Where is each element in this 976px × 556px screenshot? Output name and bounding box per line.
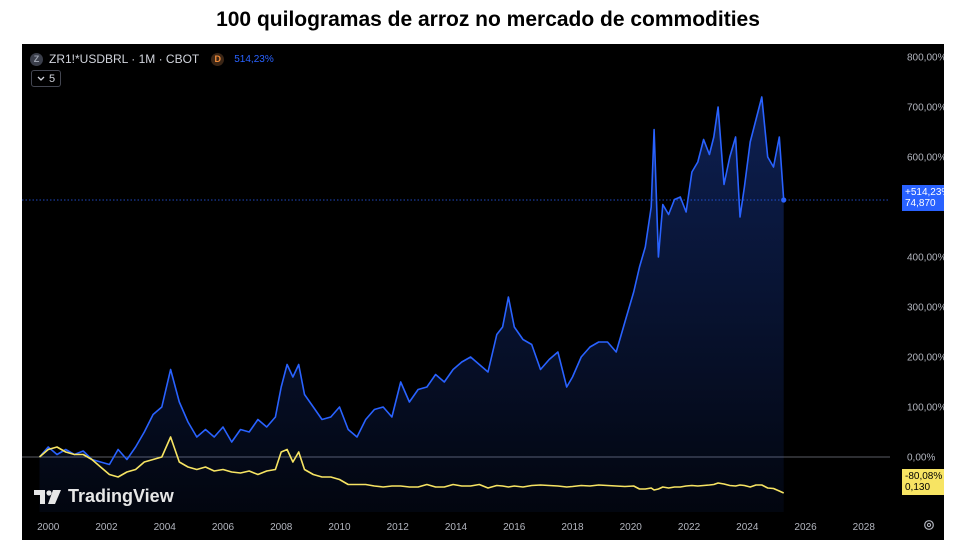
yellow-badge-pct: -80,08%: [905, 471, 943, 482]
x-tick-label: 2026: [794, 522, 817, 533]
blue-series-line[interactable]: [38, 96, 785, 466]
page-title: 100 quilogramas de arroz no mercado de c…: [216, 8, 760, 31]
x-tick-label: 2004: [154, 522, 177, 533]
tradingview-brand-label: TradingView: [68, 486, 174, 506]
x-tick-label: 2014: [445, 522, 468, 533]
blue-badge-pct: +514,23%: [905, 187, 944, 198]
chart-legend[interactable]: Z ZR1!*USDBRL · 1M · CBOT D 514,23%: [30, 51, 274, 67]
yellow-badge-price: 0,130: [905, 482, 931, 493]
y-tick-label: 400,00%: [907, 253, 944, 264]
last-point-marker: [781, 197, 787, 203]
yellow-price-badge: -80,08% 0,130: [902, 469, 944, 495]
y-tick-label: 700,00%: [907, 103, 944, 114]
blue-price-badge: +514,23% 74,870: [902, 185, 944, 211]
symbol-logo-icon: Z: [30, 52, 43, 66]
x-tick-label: 2010: [328, 522, 351, 533]
delayed-data-badge[interactable]: D: [211, 52, 225, 66]
y-tick-label: 0,00%: [907, 453, 935, 464]
symbol-label[interactable]: ZR1!*USDBRL · 1M · CBOT: [49, 52, 200, 66]
y-tick-label: 300,00%: [907, 303, 944, 314]
x-tick-label: 2012: [387, 522, 410, 533]
yellow-series-line[interactable]: [38, 436, 785, 494]
x-tick-label: 2020: [620, 522, 643, 533]
x-tick-label: 2008: [270, 522, 293, 533]
x-tick-label: 2018: [561, 522, 584, 533]
x-tick-label: 2016: [503, 522, 526, 533]
x-tick-label: 2024: [736, 522, 759, 533]
y-tick-label: 100,00%: [907, 403, 944, 414]
gear-icon[interactable]: [923, 519, 935, 531]
legend-value: 514,23%: [234, 53, 274, 65]
tradingview-logo-icon: [34, 489, 61, 504]
x-tick-label: 2006: [212, 522, 235, 533]
y-tick-label: 800,00%: [907, 53, 944, 64]
x-tick-label: 2000: [37, 522, 60, 533]
x-tick-label: 2002: [95, 522, 118, 533]
x-tick-label: 2028: [853, 522, 876, 533]
tradingview-logo[interactable]: TradingView: [34, 486, 174, 507]
blue-badge-price: 74,870: [905, 198, 936, 209]
indicator-count: 5: [49, 72, 56, 85]
chevron-down-icon: [37, 76, 45, 81]
chart-svg[interactable]: 800,00% 700,00% 600,00% 400,00% 300,00% 200,0…: [22, 44, 944, 540]
blue-series-area: [39, 97, 784, 512]
y-tick-label: 200,00%: [907, 353, 944, 364]
x-tick-label: 2022: [678, 522, 701, 533]
y-tick-label: 600,00%: [907, 153, 944, 164]
collapse-indicators-button[interactable]: 5: [31, 70, 62, 87]
chart-panel[interactable]: 800,00% 700,00% 600,00% 400,00% 300,00% 200,0…: [22, 44, 944, 540]
